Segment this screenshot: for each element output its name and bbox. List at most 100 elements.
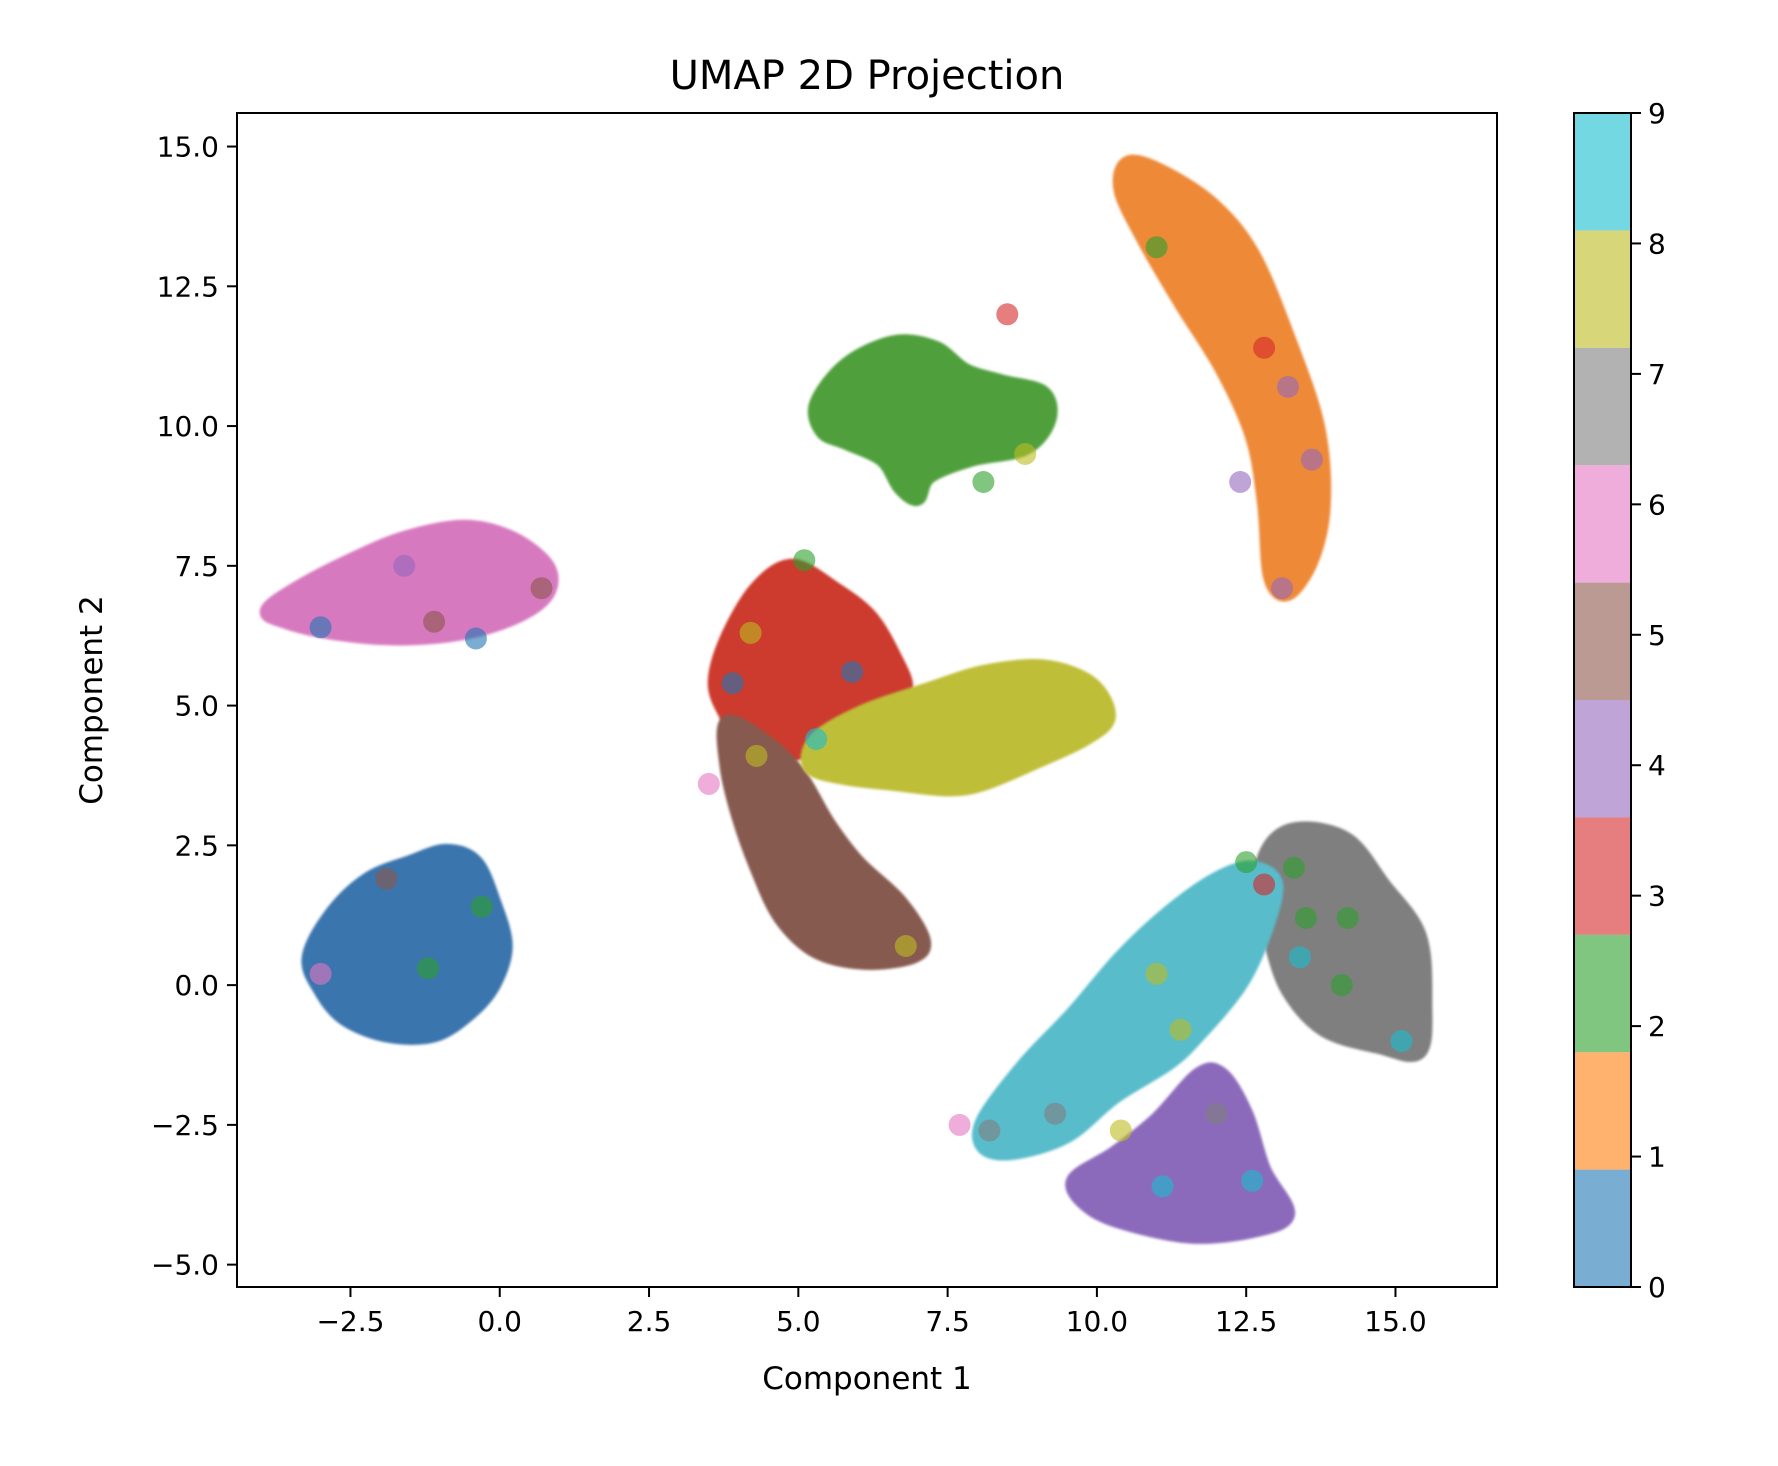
- colorbar-segment-7: [1574, 347, 1631, 466]
- cluster-5: [716, 714, 932, 970]
- y-tick-label: 12.5: [157, 270, 219, 303]
- scatter-point: [1336, 907, 1359, 929]
- scatter-point: [972, 471, 995, 493]
- scatter-point: [996, 303, 1019, 326]
- colorbar-segment-6: [1574, 465, 1631, 583]
- points-layer: [309, 236, 1413, 1198]
- colorbar-segment-8: [1574, 230, 1631, 348]
- x-tick-label: 12.5: [1215, 1305, 1277, 1338]
- cluster-9: [971, 860, 1284, 1161]
- y-axis: −5.0 −2.5 0.0 2.5 5.0 7.5 10.0 12.5 15.0: [151, 131, 237, 1282]
- scatter-point: [721, 672, 744, 695]
- scatter-point: [1205, 1102, 1228, 1125]
- scatter-point: [1288, 946, 1311, 969]
- colorbar-segment-5: [1574, 582, 1631, 700]
- colorbar-segment-1: [1574, 1052, 1631, 1170]
- colorbar-tick-label: 5: [1648, 619, 1666, 652]
- scatter-point: [1277, 375, 1299, 398]
- colorbar-segment-2: [1574, 934, 1631, 1053]
- y-tick-label: 2.5: [174, 829, 219, 862]
- scatter-point: [1253, 336, 1276, 359]
- cluster-6: [259, 519, 559, 646]
- y-axis-label: Component 2: [74, 595, 110, 805]
- colorbar-segment-3: [1574, 817, 1631, 935]
- scatter-point: [745, 744, 768, 767]
- scatter-point: [1283, 856, 1305, 879]
- scatter-point: [894, 935, 917, 957]
- scatter-point: [1014, 443, 1037, 465]
- x-tick-label: 15.0: [1364, 1305, 1426, 1338]
- scatter-point: [1294, 907, 1317, 929]
- colorbar-tick-label: 7: [1648, 358, 1666, 391]
- y-tick-label: −5.0: [151, 1249, 219, 1282]
- colorbar-segment-4: [1574, 700, 1631, 818]
- cluster-0: [301, 843, 513, 1045]
- scatter-point: [978, 1119, 1001, 1142]
- scatter-point: [1390, 1030, 1413, 1052]
- colorbar-tick-label: 6: [1648, 488, 1666, 521]
- y-tick-label: 7.5: [174, 550, 219, 583]
- cluster-8: [800, 659, 1116, 797]
- scatter-point: [470, 895, 493, 918]
- x-tick-label: 0.0: [477, 1305, 522, 1338]
- y-tick-label: 5.0: [174, 690, 219, 723]
- y-tick-label: 0.0: [174, 969, 219, 1002]
- scatter-point: [697, 772, 720, 795]
- scatter-point: [1044, 1102, 1067, 1125]
- x-tick-label: 5.0: [776, 1305, 821, 1338]
- scatter-point: [805, 728, 828, 751]
- scatter-point: [1229, 471, 1252, 493]
- colorbar-tick-label: 1: [1648, 1141, 1666, 1174]
- scatter-point: [375, 867, 398, 890]
- scatter-point: [1151, 1175, 1174, 1198]
- x-axis: −2.5 0.0 2.5 5.0 7.5 10.0 12.5 15.0: [316, 1287, 1427, 1338]
- scatter-point: [309, 616, 332, 639]
- scatter-point: [1253, 873, 1276, 896]
- scatter-point: [464, 627, 487, 650]
- colorbar-frame: [1573, 112, 1632, 1288]
- plot-frame: [236, 112, 1498, 1288]
- y-tick-label: 15.0: [157, 131, 219, 164]
- colorbar-segment-9: [1574, 113, 1631, 231]
- scatter-point: [423, 610, 446, 633]
- colorbar: 0 1 2 3 4 5 6 7 8 9: [1573, 97, 1666, 1304]
- colorbar-tick-label: 3: [1648, 880, 1666, 913]
- scatter-point: [1235, 851, 1258, 874]
- x-tick-label: 2.5: [627, 1305, 672, 1338]
- colorbar-tick-label: 2: [1648, 1010, 1666, 1043]
- scatter-point: [1109, 1119, 1132, 1142]
- x-tick-label: 10.0: [1066, 1305, 1128, 1338]
- colorbar-segment-0: [1574, 1169, 1631, 1287]
- y-tick-label: 10.0: [157, 410, 219, 443]
- scatter-point: [393, 554, 416, 577]
- colorbar-tick-label: 4: [1648, 749, 1666, 782]
- cluster-4: [1065, 1062, 1295, 1244]
- chart-title: UMAP 2D Projection: [670, 53, 1065, 99]
- x-tick-label: −2.5: [316, 1305, 384, 1338]
- scatter-point: [309, 962, 332, 985]
- scatter-point: [417, 957, 440, 980]
- colorbar-tick-label: 9: [1648, 97, 1666, 130]
- scatter-point: [1300, 448, 1323, 471]
- cluster-7: [1251, 821, 1433, 1062]
- scatter-point: [1169, 1018, 1192, 1041]
- scatter-point: [739, 621, 762, 644]
- scatter-point: [1145, 236, 1168, 259]
- scatter-point: [1241, 1169, 1264, 1192]
- scatter-point: [948, 1113, 971, 1136]
- colorbar-tick-label: 0: [1648, 1271, 1666, 1304]
- scatter-point: [841, 661, 864, 683]
- y-tick-label: −2.5: [151, 1109, 219, 1142]
- clusters-layer: [259, 154, 1433, 1244]
- x-axis-label: Component 1: [762, 1361, 972, 1397]
- scatter-point: [1145, 962, 1168, 985]
- cluster-2: [807, 334, 1058, 506]
- scatter-point: [1330, 974, 1353, 997]
- x-tick-label: 7.5: [925, 1305, 970, 1338]
- colorbar-tick-label: 8: [1648, 227, 1666, 260]
- plot-area: [259, 154, 1433, 1244]
- scatter-point: [1271, 577, 1293, 600]
- scatter-point: [793, 549, 816, 572]
